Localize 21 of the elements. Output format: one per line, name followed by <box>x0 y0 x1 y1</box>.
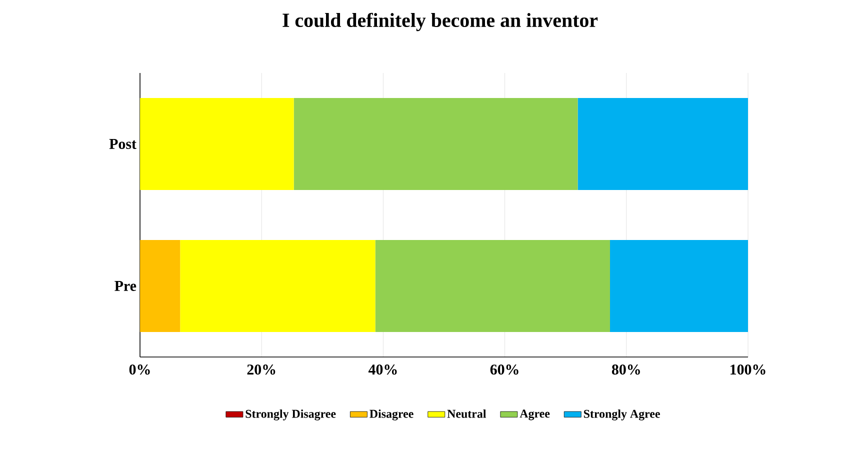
bar <box>140 240 180 332</box>
legend-label: Agree <box>520 410 550 420</box>
legend-label: Strongly Disagree <box>246 409 336 420</box>
bar <box>140 98 294 190</box>
x-tick-label: 0% <box>129 364 150 375</box>
bar <box>578 98 748 190</box>
legend-label: Neutral <box>447 409 486 418</box>
x-tick-label: 80% <box>612 364 640 375</box>
bar <box>294 98 578 190</box>
x-tick-label: 100% <box>730 364 766 375</box>
y-tick-label: Pre <box>114 281 136 291</box>
y-tick-label: Post <box>109 139 136 149</box>
legend-label: Strongly Agree <box>584 409 660 420</box>
x-tick-label: 60% <box>490 364 518 375</box>
x-tick-label: 20% <box>247 364 276 375</box>
bar <box>180 240 376 332</box>
bar <box>610 240 748 332</box>
x-tick-label: 40% <box>368 364 397 375</box>
legend-label: Disagree <box>370 409 414 420</box>
bar <box>375 240 610 332</box>
chart-title: I could definitely become an inventor <box>282 12 598 32</box>
